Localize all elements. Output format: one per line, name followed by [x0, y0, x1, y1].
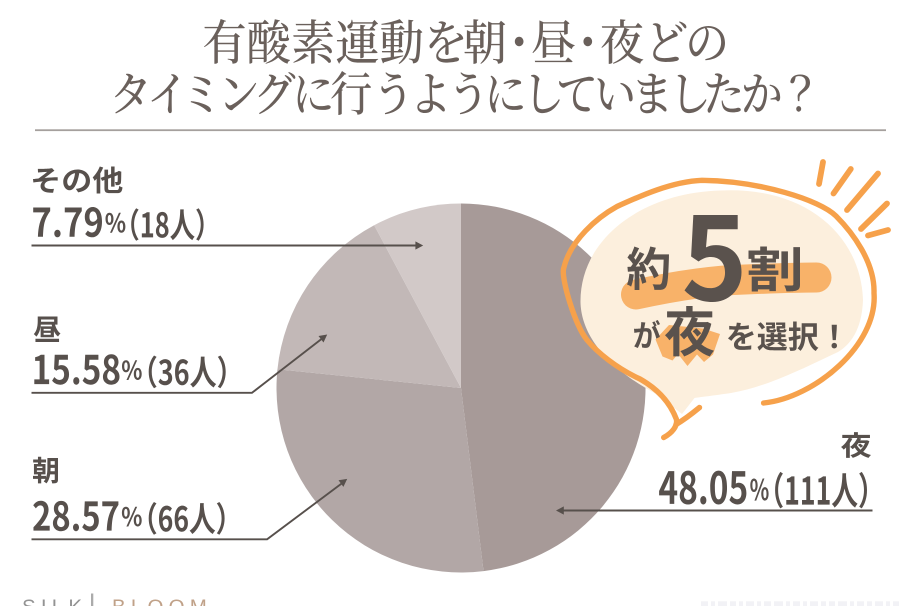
svg-text:SILK: SILK — [22, 595, 87, 606]
svg-text:BLOOM: BLOOM — [112, 595, 212, 606]
